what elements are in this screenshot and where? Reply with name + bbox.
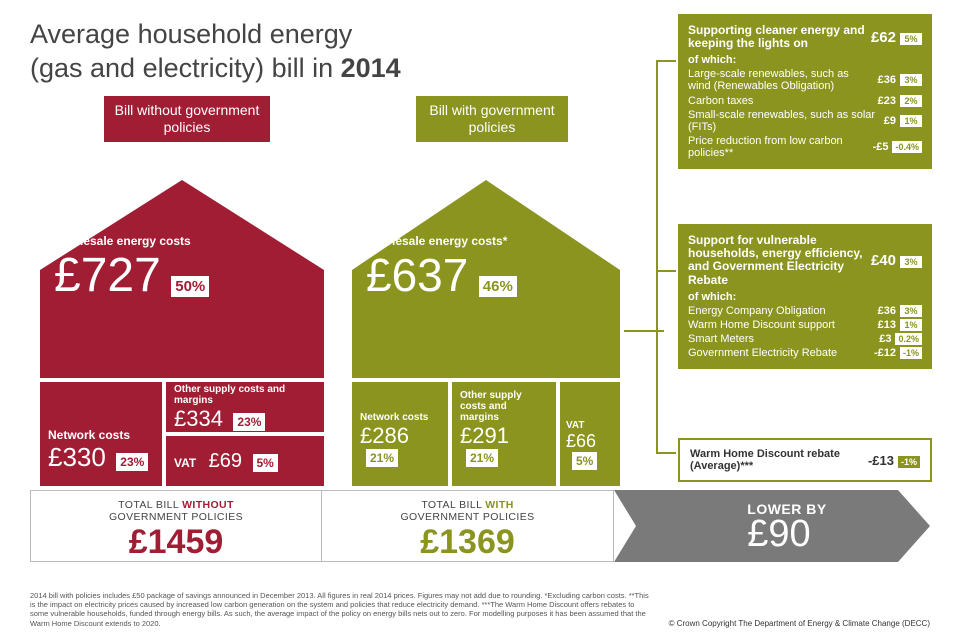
panel-warm-home: Warm Home Discount rebate (Average)*** -… — [678, 438, 932, 482]
total-with: TOTAL BILL WITH GOVERNMENT POLICIES £136… — [322, 490, 614, 562]
total-without: TOTAL BILL WITHOUT GOVERNMENT POLICIES £… — [30, 490, 322, 562]
panel-row: Warm Home Discount support£131% — [688, 319, 922, 331]
panel-row: Large-scale renewables, such as wind (Re… — [688, 68, 922, 92]
page-title: Average household energy (gas and electr… — [30, 18, 401, 86]
panel-cleaner-energy: Supporting cleaner energy and keeping th… — [678, 14, 932, 169]
vat-with: VAT £66 5% — [560, 382, 620, 486]
wholesale-without: Wholesale energy costs £727 50% — [40, 270, 324, 378]
connector-line — [624, 330, 664, 332]
vat-without: VAT £69 5% — [166, 436, 324, 486]
connector-line — [656, 60, 676, 62]
panel-row: Small-scale renewables, such as solar (F… — [688, 109, 922, 133]
network-with: Network costs £286 21% — [352, 382, 448, 486]
other-with: Other supply costs and margins £291 21% — [452, 382, 556, 486]
lower-by-arrow: LOWER BY £90 — [614, 490, 930, 562]
panel-row: Smart Meters£30.2% — [688, 333, 922, 345]
connector-line — [656, 452, 676, 454]
connector-line — [656, 270, 676, 272]
sign-without: Bill without government policies — [102, 94, 272, 144]
wholesale-with: Wholesale energy costs* £637 46% — [352, 270, 620, 378]
panel-row: Energy Company Obligation£363% — [688, 305, 922, 317]
other-without: Other supply costs and margins £334 23% — [166, 382, 324, 432]
panel-row: Government Electricity Rebate-£12-1% — [688, 347, 922, 359]
network-without: Network costs £330 23% — [40, 382, 162, 486]
totals-row: TOTAL BILL WITHOUT GOVERNMENT POLICIES £… — [30, 490, 930, 562]
connector-line — [656, 60, 658, 332]
copyright: © Crown Copyright The Department of Ener… — [669, 619, 930, 628]
connector-line — [656, 330, 658, 454]
panel-row: Carbon taxes£232% — [688, 95, 922, 107]
sign-with: Bill with government policies — [414, 94, 570, 144]
panel-row: Price reduction from low carbon policies… — [688, 135, 922, 159]
panel-vulnerable: Support for vulnerable households, energ… — [678, 224, 932, 369]
footnote: 2014 bill with policies includes £50 pac… — [30, 591, 650, 629]
